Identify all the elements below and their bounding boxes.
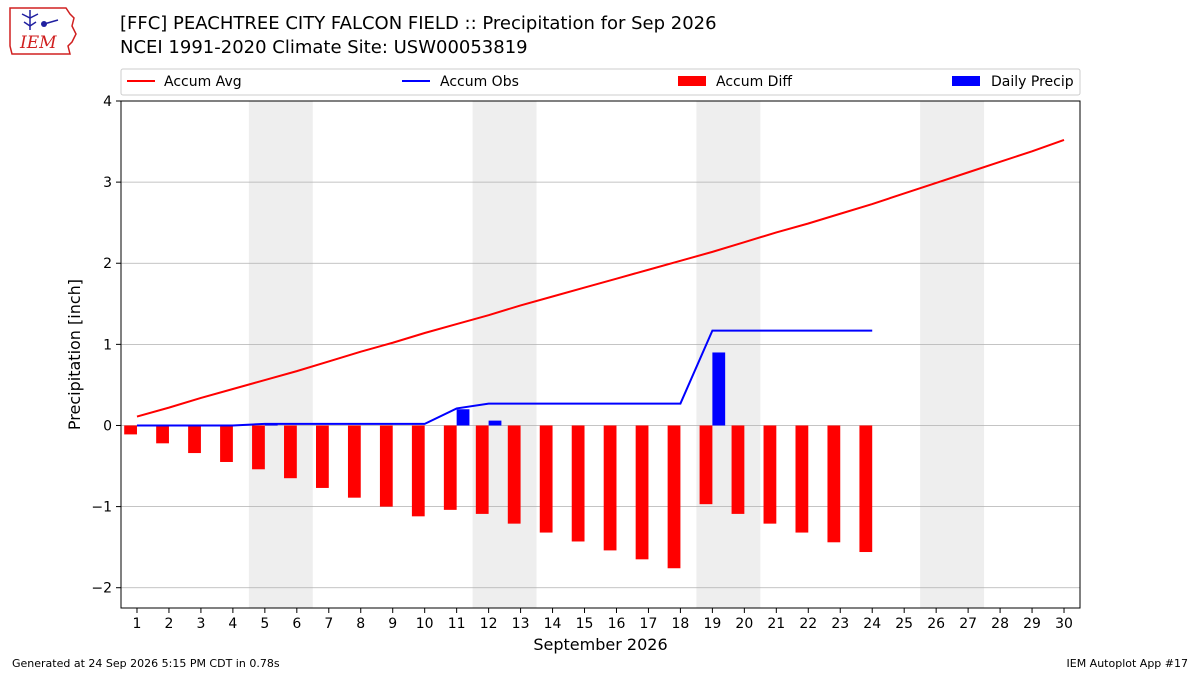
x-tick-label: 15 — [576, 616, 594, 632]
x-tick-label: 21 — [767, 616, 785, 632]
legend-box — [120, 68, 1081, 96]
x-tick-label: 5 — [260, 616, 269, 632]
iem-logo: IEM — [8, 6, 80, 58]
x-tick-label: 26 — [927, 616, 945, 632]
accum-diff-bar — [571, 425, 585, 542]
plot-frame — [120, 100, 1081, 609]
accum-obs-line — [136, 329, 873, 427]
app-credit: IEM Autoplot App #17 — [1066, 657, 1189, 670]
accum-diff-bar — [252, 425, 265, 470]
accum-diff-bar — [284, 425, 297, 479]
accum-diff-bar — [220, 425, 233, 462]
x-tick-label: 22 — [799, 616, 817, 632]
weekend-shade — [248, 101, 313, 608]
x-tick-label: 10 — [416, 616, 434, 632]
iem-logo-graphic: IEM — [9, 7, 77, 55]
x-tick-label: 11 — [448, 616, 466, 632]
accum-diff-bar — [539, 425, 553, 533]
accum-diff-bar — [859, 425, 873, 553]
y-tick-label: 2 — [103, 256, 112, 272]
accum-diff-bar — [731, 425, 745, 514]
daily-precip-legend-label: Daily Precip — [991, 74, 1074, 90]
accum-diff-legend-swatch — [678, 76, 706, 86]
accum-diff-bar — [795, 425, 809, 533]
y-tick-label: −2 — [91, 581, 112, 597]
chart-title: [FFC] PEACHTREE CITY FALCON FIELD :: Pre… — [120, 13, 717, 34]
daily-precip-legend-swatch — [952, 76, 980, 86]
accum-diff-legend-label: Accum Diff — [716, 74, 792, 90]
chart-subtitle: NCEI 1991-2020 Climate Site: USW00053819 — [120, 37, 528, 58]
x-tick-label: 9 — [388, 616, 397, 632]
accum-obs-legend-label: Accum Obs — [440, 74, 519, 90]
accum-diff-bar — [667, 425, 681, 569]
accum-diff-bar — [188, 425, 201, 454]
accum-diff-bar — [827, 425, 841, 543]
x-tick-label: 7 — [324, 616, 333, 632]
x-tick-label: 13 — [512, 616, 530, 632]
x-tick-label: 8 — [356, 616, 365, 632]
accum-diff-bar — [635, 425, 649, 560]
x-tick-label: 12 — [480, 616, 498, 632]
accum-diff-bar — [507, 425, 521, 524]
accum-diff-bar — [379, 425, 393, 507]
x-tick-label: 17 — [640, 616, 658, 632]
accum-diff-bar — [411, 425, 425, 517]
x-tick-label: 6 — [292, 616, 301, 632]
y-tick-label: −1 — [91, 500, 112, 516]
weekend-shade — [472, 101, 537, 608]
daily-precip-bar — [456, 409, 470, 426]
accum-diff-bar — [603, 425, 617, 551]
generated-timestamp: Generated at 24 Sep 2026 5:15 PM CDT in … — [12, 657, 280, 670]
y-tick-label: 0 — [103, 418, 112, 434]
x-tick-label: 30 — [1055, 616, 1073, 632]
accum-diff-bar — [347, 425, 361, 498]
x-tick-label: 3 — [196, 616, 205, 632]
accum-diff-bar — [699, 425, 713, 505]
accum-diff-bar — [443, 425, 457, 510]
x-tick-label: 25 — [895, 616, 913, 632]
x-tick-label: 16 — [608, 616, 626, 632]
daily-precip-bar — [488, 420, 502, 426]
x-tick-label: 29 — [1023, 616, 1041, 632]
weekend-shade — [696, 101, 761, 608]
x-tick-label: 2 — [164, 616, 173, 632]
x-tick-label: 19 — [703, 616, 721, 632]
x-tick-label: 18 — [672, 616, 690, 632]
legend: Accum Avg Accum Obs Accum Diff Daily Precip — [120, 68, 1081, 96]
x-tick-label: 1 — [133, 616, 142, 632]
y-tick-label: 3 — [103, 175, 112, 191]
x-tick-label: 23 — [831, 616, 849, 632]
x-tick-label: 27 — [959, 616, 977, 632]
accum-diff-bar — [124, 425, 137, 435]
svg-text:IEM: IEM — [19, 33, 57, 53]
x-tick-label: 28 — [991, 616, 1009, 632]
accum-diff-bar — [156, 425, 169, 444]
accum-diff-bar — [475, 425, 489, 514]
y-tick-label: 4 — [103, 94, 112, 110]
daily-precip-bar — [712, 352, 726, 426]
y-axis-label: Precipitation [inch] — [65, 279, 84, 430]
x-tick-label: 14 — [544, 616, 562, 632]
x-tick-label: 24 — [863, 616, 881, 632]
x-tick-label: 20 — [735, 616, 753, 632]
accum-diff-bar — [315, 425, 329, 488]
accum-avg-legend-label: Accum Avg — [164, 74, 242, 90]
x-tick-label: 4 — [228, 616, 237, 632]
accum-avg-line — [136, 138, 1065, 418]
y-tick-label: 1 — [103, 337, 112, 353]
accum-diff-bar — [763, 425, 777, 524]
x-axis-label: September 2026 — [533, 635, 667, 654]
